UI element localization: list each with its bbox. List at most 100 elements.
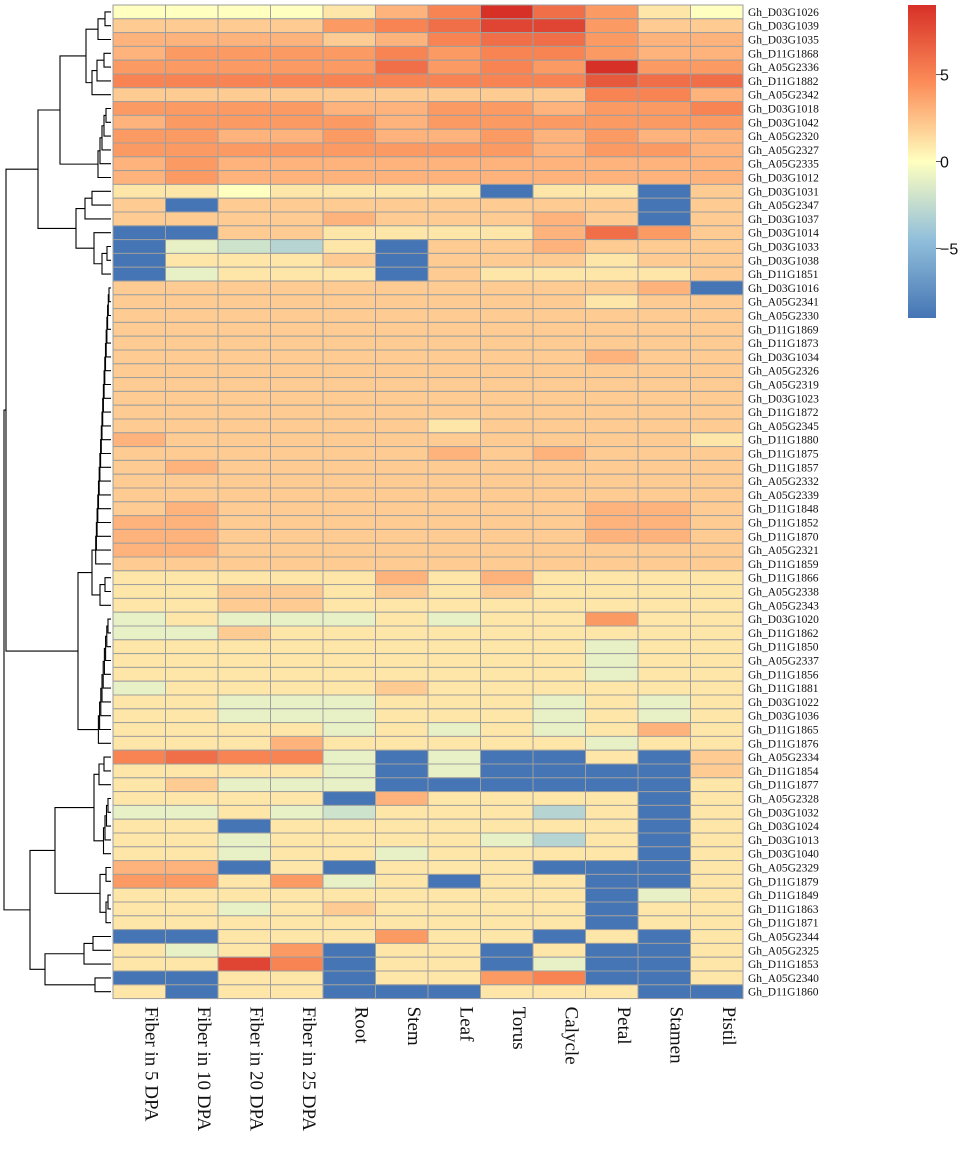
heatmap-cell — [427, 556, 481, 572]
heatmap-cell — [112, 984, 166, 1000]
row-label: Gh_A05G2334 — [748, 752, 819, 764]
heatmap-cell — [427, 929, 481, 944]
dendrogram-branch — [107, 894, 111, 910]
heatmap-cell — [270, 335, 324, 351]
heatmap-cell — [322, 239, 376, 254]
heatmap-cell — [165, 956, 219, 972]
heatmap-cell — [637, 487, 691, 503]
heatmap-cell — [375, 556, 429, 572]
heatmap-cell — [217, 970, 271, 986]
heatmap-cell — [165, 363, 219, 379]
heatmap-cell — [270, 501, 324, 517]
heatmap-cell — [532, 735, 586, 751]
heatmap-cell — [480, 528, 534, 544]
heatmap-cell — [427, 280, 481, 296]
heatmap-cell — [427, 653, 481, 668]
heatmap-cell — [112, 87, 166, 103]
row-label: Gh_D11G1863 — [748, 904, 819, 916]
heatmap-cell — [585, 625, 639, 641]
heatmap-cell — [585, 735, 639, 751]
heatmap-cell — [270, 308, 324, 323]
row-label: Gh_D03G1034 — [748, 352, 819, 364]
row-label: Gh_D03G1040 — [748, 849, 819, 861]
row-label: Gh_D11G1880 — [748, 435, 819, 447]
heatmap-cell — [322, 390, 376, 406]
heatmap-cell — [270, 225, 324, 241]
heatmap-cell — [637, 777, 691, 793]
heatmap-cell — [217, 73, 271, 89]
heatmap-cell — [375, 266, 429, 282]
heatmap-cell — [585, 225, 639, 241]
row-label: Gh_A05G2342 — [748, 90, 819, 102]
row-label: Gh_D11G1865 — [748, 725, 819, 737]
heatmap-cell — [427, 170, 481, 185]
heatmap-cell — [585, 239, 639, 254]
heatmap-cell — [480, 804, 534, 820]
heatmap-cell — [112, 114, 166, 130]
heatmap-cell — [270, 528, 324, 544]
heatmap-cell — [375, 432, 429, 448]
column-label: Fiber in 5 DPA — [140, 1007, 161, 1122]
heatmap-cell — [217, 584, 271, 599]
heatmap-cell — [375, 87, 429, 103]
row-label: Gh_A05G2326 — [748, 366, 819, 378]
heatmap-cell — [270, 570, 324, 586]
heatmap-cell — [375, 308, 429, 323]
heatmap-cell — [585, 211, 639, 227]
heatmap-cell — [322, 225, 376, 241]
heatmap-cell — [112, 18, 166, 34]
column-label: Root — [350, 1007, 371, 1045]
heatmap-cell — [480, 901, 534, 917]
heatmap-cell — [427, 377, 481, 392]
heatmap-cell — [217, 459, 271, 475]
heatmap-cell — [532, 542, 586, 558]
heatmap-cell — [585, 804, 639, 820]
heatmap-cell — [690, 73, 744, 89]
heatmap-cell — [480, 335, 534, 351]
heatmap-cell — [270, 252, 324, 268]
heatmap-cell — [532, 556, 586, 572]
heatmap-cell — [637, 128, 691, 144]
heatmap-cell — [427, 956, 481, 972]
heatmap-cell — [532, 501, 586, 517]
heatmap-cell — [690, 239, 744, 254]
heatmap-cell — [375, 901, 429, 917]
heatmap-cell — [532, 804, 586, 820]
heatmap-cell — [322, 666, 376, 682]
heatmap-cell — [690, 59, 744, 75]
heatmap-cell — [427, 32, 481, 47]
heatmap-cell — [690, 252, 744, 268]
heatmap-cell — [375, 984, 429, 1000]
heatmap-cell — [217, 114, 271, 130]
heatmap-cell — [165, 266, 219, 282]
heatmap-cell — [217, 984, 271, 1000]
heatmap-cell — [585, 722, 639, 737]
heatmap-cell — [480, 459, 534, 475]
heatmap-cell — [112, 970, 166, 986]
heatmap-cell — [690, 363, 744, 379]
row-label: Gh_D11G1856 — [748, 669, 819, 681]
heatmap-cell — [690, 639, 744, 655]
heatmap-cell — [480, 680, 534, 696]
heatmap-cell — [112, 666, 166, 682]
heatmap-cell — [690, 183, 744, 199]
heatmap-cell — [585, 653, 639, 668]
heatmap-cell — [690, 87, 744, 103]
heatmap-cell — [585, 363, 639, 379]
heatmap-cell — [585, 556, 639, 572]
heatmap-cell — [585, 666, 639, 682]
heatmap-cell — [322, 887, 376, 903]
heatmap-cell — [690, 418, 744, 434]
heatmap-cell — [165, 128, 219, 144]
heatmap-cell — [532, 239, 586, 254]
heatmap-cell — [480, 984, 534, 1000]
column-label: Fiber in 25 DPA — [298, 1007, 319, 1132]
heatmap-cell — [112, 735, 166, 751]
heatmap-cell — [637, 901, 691, 917]
heatmap-cell — [532, 459, 586, 475]
heatmap-cell — [112, 308, 166, 323]
heatmap-cell — [637, 73, 691, 89]
heatmap-cell — [532, 321, 586, 337]
heatmap-cell — [217, 335, 271, 351]
heatmap-cell — [375, 777, 429, 793]
